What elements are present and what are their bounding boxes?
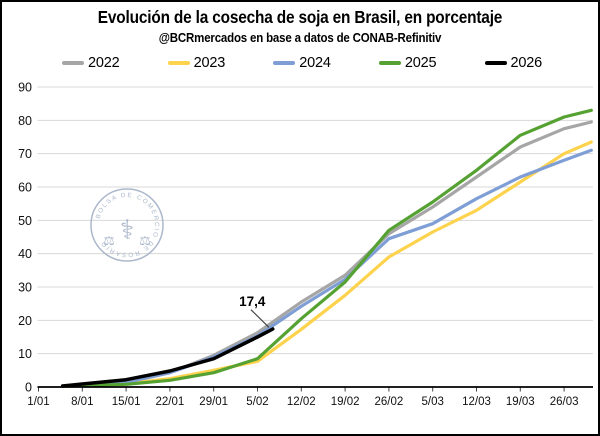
x-tick-label-15-01: 15/01 [112, 396, 141, 408]
y-tick-label-10: 10 [18, 347, 32, 361]
legend-swatch-2025 [378, 61, 401, 65]
x-tick-label-19-03: 19/03 [506, 396, 535, 408]
legend-label-2025: 2025 [404, 55, 437, 71]
legend-swatch-2023 [167, 61, 190, 65]
legend-swatch-2024 [273, 61, 296, 65]
y-tick-label-30: 30 [18, 281, 32, 295]
legend-item-2024: 2024 [273, 55, 331, 71]
annotation-leader-line [250, 309, 270, 328]
chart-title: Evolución de la cosecha de soja en Brasi… [97, 7, 503, 27]
watermark-outer-ring [90, 188, 164, 262]
chart-subtitle: @BCRmercados en base a datos de CONAB-Re… [158, 31, 442, 45]
annotation-value-label: 17,4 [239, 294, 266, 309]
x-tick-label-19-02: 19/02 [331, 396, 360, 408]
chart-legend: 2022 2023 2024 2025 2026 [62, 53, 542, 73]
legend-item-2025: 2025 [378, 55, 437, 71]
legend-swatch-2026 [484, 61, 507, 65]
annotation-layer: 17,4 [239, 294, 270, 328]
y-tick-label-90: 90 [18, 81, 32, 95]
axis-layer: 0 10 20 30 40 50 60 70 80 90 1/01 8/01 15/01 22/01 29/… [18, 81, 593, 408]
legend-swatch-2022 [62, 61, 84, 65]
x-tick-label-8-01: 8/01 [71, 396, 93, 408]
y-tick-label-70: 70 [18, 147, 32, 161]
x-tick-label-22-01: 22/01 [156, 396, 185, 408]
legend-label-2022: 2022 [88, 55, 120, 71]
legend-item-2026: 2026 [484, 55, 543, 71]
watermark-seal: BOLSA DE COMERCIO DE ROSARIO ⚕ ⚖ ⚖ [90, 188, 164, 262]
y-tick-label-40: 40 [18, 247, 32, 261]
x-tick-label-12-02: 12/02 [287, 396, 316, 408]
y-tick-label-60: 60 [18, 181, 32, 195]
x-tick-label-26-03: 26/03 [550, 396, 579, 408]
x-tick-label-5-03: 5/03 [422, 396, 444, 408]
series-line-2024 [60, 148, 593, 388]
series-layer [60, 108, 593, 388]
x-tick-label-5-02: 5/02 [246, 396, 268, 408]
y-tick-label-80: 80 [18, 114, 32, 128]
legend-label-2023: 2023 [193, 55, 226, 71]
series-line-2023 [60, 140, 593, 388]
legend-label-2024: 2024 [299, 55, 331, 71]
caduceus-icon: ⚕ [120, 215, 135, 246]
x-tick-label-29-01: 29/01 [199, 396, 228, 408]
scales-right-icon: ⚖ [139, 234, 151, 249]
legend-label-2026: 2026 [510, 55, 543, 71]
y-tick-label-0: 0 [25, 381, 32, 395]
legend-item-2022: 2022 [62, 55, 120, 71]
series-line-2025 [60, 108, 593, 388]
y-tick-label-20: 20 [18, 314, 32, 328]
x-tick-label-12-03: 12/03 [462, 396, 491, 408]
series-line-2026 [60, 327, 275, 388]
y-tick-label-50: 50 [18, 214, 32, 228]
scales-left-icon: ⚖ [103, 234, 115, 249]
x-tick-label-1-01: 1/01 [27, 396, 49, 408]
x-tick-label-26-02: 26/02 [375, 396, 404, 408]
legend-item-2023: 2023 [167, 55, 226, 71]
